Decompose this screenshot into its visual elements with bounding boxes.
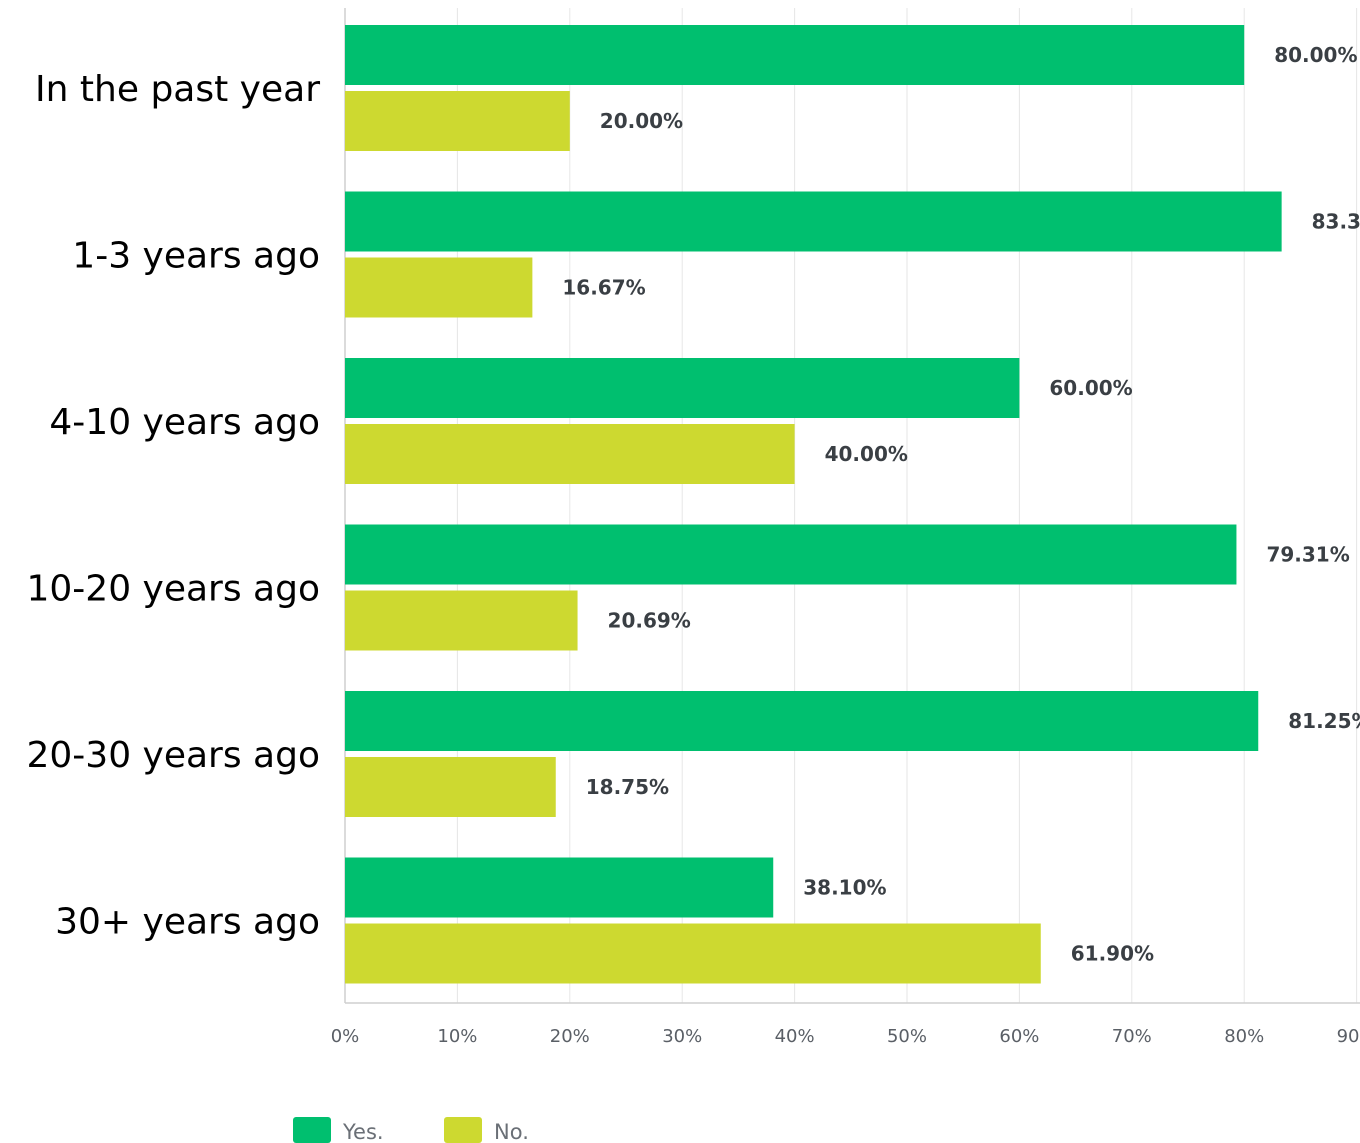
data-label: 61.90% [1071,942,1154,966]
data-label: 16.67% [562,276,645,300]
category-label: 20-30 years ago [26,735,320,776]
legend-label: Yes. [342,1120,384,1143]
x-tick-label: 50% [887,1026,927,1047]
x-tick-label: 80% [1224,1026,1264,1047]
x-tick-label: 40% [775,1026,815,1047]
data-label: 79.31% [1266,543,1349,567]
x-tick-label: 0% [331,1026,360,1047]
data-label: 60.00% [1049,376,1132,400]
data-label: 81.25% [1288,709,1360,733]
x-tick-label: 90% [1337,1026,1360,1047]
bar-yes [345,524,1237,585]
x-tick-label: 20% [550,1026,590,1047]
bar-yes [345,191,1282,252]
bars-layer [345,25,1282,984]
data-label: 83.33% [1312,210,1360,234]
bar-no [345,91,570,151]
bar-no [345,590,578,651]
bar-yes [345,25,1245,85]
category-label: 30+ years ago [55,902,320,943]
category-label: 4-10 years ago [49,402,320,443]
data-label: 20.69% [608,609,691,633]
legend-swatch [293,1117,331,1143]
labels-layer: 80.00% 20.00% In the past year 83.33% 16.67%… [26,43,1360,966]
data-label: 18.75% [586,775,669,799]
legend-label: No. [494,1120,529,1143]
bar-no [345,923,1041,984]
bar-no [345,757,556,817]
legend-swatch [444,1117,482,1143]
x-tick-label: 10% [437,1026,477,1047]
data-label: 20.00% [600,109,683,133]
bar-yes [345,358,1020,418]
bar-yes [345,691,1259,751]
x-tick-label: 60% [999,1026,1039,1047]
category-label: 10-20 years ago [26,569,320,610]
bar-yes [345,857,774,918]
x-tick-label: 30% [662,1026,702,1047]
category-label: 1-3 years ago [72,236,320,277]
legend: Yes. No. [293,1117,529,1143]
data-label: 40.00% [825,442,908,466]
category-label: In the past year [35,69,320,110]
data-label: 38.10% [803,876,886,900]
data-label: 80.00% [1274,43,1357,67]
x-tick-label: 70% [1112,1026,1152,1047]
bar-no [345,257,533,318]
ticks-layer: 0%10%20%30%40%50%60%70%80%90%100% [331,1026,1360,1047]
grid-layer [344,8,1360,1004]
bar-no [345,424,795,484]
